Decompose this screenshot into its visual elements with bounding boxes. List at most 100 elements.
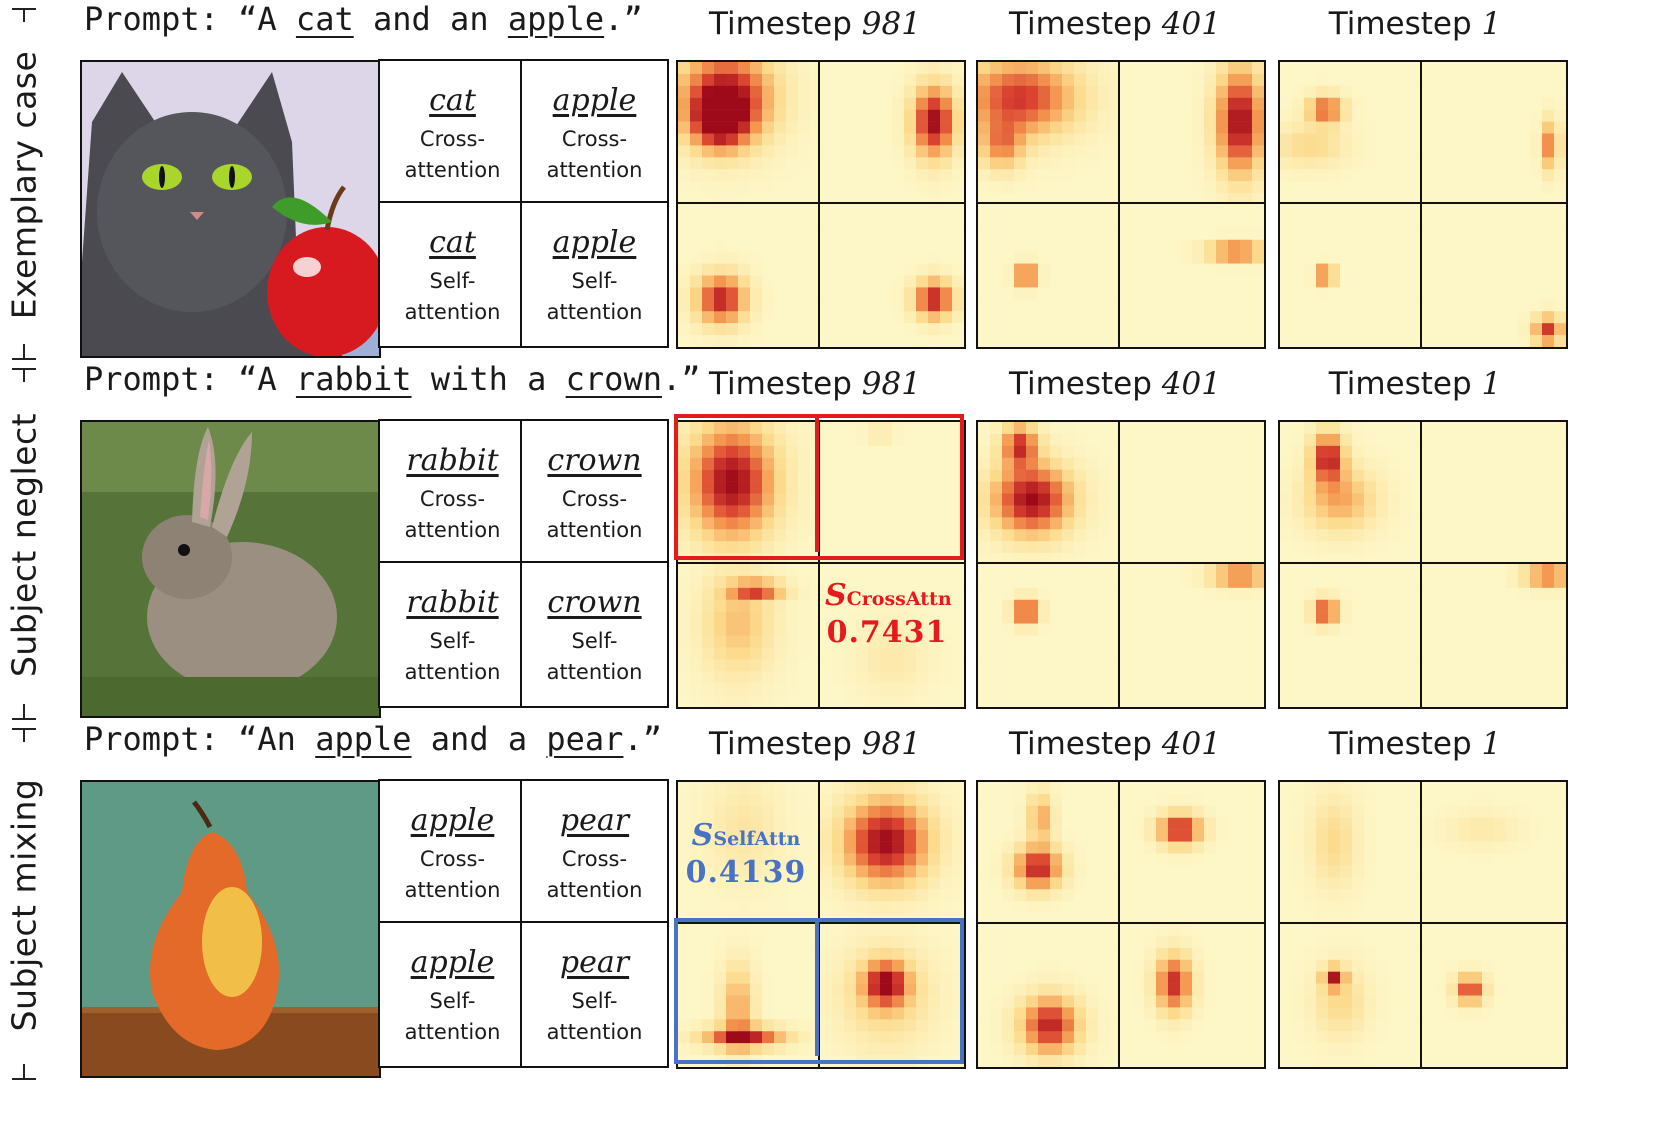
token-card: apple Self-attention [378,921,527,1068]
token-card: rabbit Self-attention [378,561,527,708]
token-word: crown [547,443,642,478]
panel-row: Subject mixing Prompt: “An apple and a pe… [0,720,1660,1100]
token-card: cat Self-attention [378,201,527,348]
token-card: rabbit Cross-attention [378,419,527,566]
attention-map [818,562,966,709]
bracket-tick [12,358,36,360]
attention-map [676,202,824,349]
score-symbol: S [691,818,714,853]
attention-map [818,780,966,927]
token-word: crown [547,585,642,620]
attention-map [976,780,1124,927]
timestep-word: Timestep [1328,726,1472,762]
timestep-word: Timestep [709,6,852,42]
token-word: apple [552,225,637,260]
attention-map [976,922,1124,1069]
token-card: crown Cross-attention [520,419,669,566]
attention-map [1420,60,1568,207]
bracket-tick [23,704,25,718]
attention-kind: Cross-attention [546,127,643,182]
side-label: Subject mixing [0,720,48,1100]
timestep-value: 981 [861,6,921,42]
prompt-tail: .” [623,720,662,758]
attention-map [1118,202,1266,349]
generated-image [80,60,381,358]
timestep-header: Timestep 1 [1270,366,1560,402]
attention-map [676,60,824,207]
prompt-mid: and an [353,0,508,38]
timestep-value: 401 [1161,366,1221,402]
attention-map [1118,60,1266,207]
generated-image [80,420,381,718]
prompt-subject-2: crown [565,360,662,398]
attention-map [1278,60,1426,207]
attention-kind: Self-attention [404,269,501,324]
timestep-value: 1 [1481,726,1502,762]
attention-map [1420,562,1568,709]
cross-attn-highlight [674,414,964,560]
score-subscript: SelfAttn [713,828,801,850]
score-symbol: S [825,578,847,613]
attention-kind: Cross-attention [546,487,643,542]
attention-map [976,60,1124,207]
timestep-word: Timestep [1009,6,1152,42]
token-word: pear [559,803,630,838]
score-subscript: CrossAttn [846,588,952,610]
token-card: cat Cross-attention [378,59,527,206]
prompt-mid: and a [411,720,547,758]
attention-map [1278,202,1426,349]
timestep-word: Timestep [1328,366,1472,402]
attention-map [676,922,824,1069]
attention-kind: Self-attention [546,629,643,684]
token-card: apple Cross-attention [520,59,669,206]
prompt-subject-1: rabbit [295,360,412,398]
score-value: 0.7431 [826,615,948,650]
timestep-header: Timestep 1 [1270,726,1560,762]
attention-map [1420,420,1568,567]
prompt-lead: Prompt: “An [84,720,316,758]
cross-attn-highlight-divider [815,414,819,552]
token-card: apple Cross-attention [378,779,527,926]
attention-kind: Cross-attention [404,847,501,902]
bracket-tick [23,8,25,22]
attention-map [1278,780,1426,927]
prompt-subject-2: apple [507,0,605,38]
bracket-tick [23,1064,25,1078]
self-attn-highlight [674,918,964,1064]
attention-map [818,202,966,349]
attention-map [1278,420,1426,567]
bracket-tick [12,1078,36,1080]
prompt-text: Prompt: “An apple and a pear.” [84,720,662,758]
attention-kind: Self-attention [546,989,643,1044]
timestep-value: 1 [1481,6,1502,42]
attention-map [976,202,1124,349]
attention-kind: Self-attention [404,629,501,684]
token-card: apple Self-attention [520,201,669,348]
token-word: cat [429,225,476,260]
self-attn-highlight-divider [815,918,819,1056]
timestep-header: Timestep 401 [970,726,1260,762]
prompt-subject-1: apple [315,720,412,758]
prompt-tail: .” [661,360,701,398]
attention-map [1118,420,1266,567]
row-label: Subject mixing [4,778,44,1032]
bracket-tick [12,718,36,720]
timestep-word: Timestep [709,366,852,402]
attention-map [1118,562,1266,709]
timestep-word: Timestep [709,726,852,762]
attention-kind: Cross-attention [404,127,501,182]
score-value: 0.4139 [685,855,807,890]
timestep-value: 981 [861,726,921,762]
attention-map [1420,780,1568,927]
token-card: crown Self-attention [520,561,669,708]
prompt-text: Prompt: “A cat and an apple.” [84,0,643,38]
timestep-header: Timestep 981 [670,366,960,402]
prompt-mid: with a [411,360,566,398]
timestep-value: 1 [1481,366,1502,402]
token-word: apple [410,803,495,838]
attention-kind: Self-attention [404,989,501,1044]
bracket-tick [23,344,25,358]
side-label: Exemplary case [0,0,48,380]
attention-map [1420,202,1568,349]
